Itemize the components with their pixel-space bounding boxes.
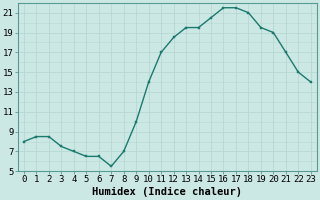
X-axis label: Humidex (Indice chaleur): Humidex (Indice chaleur) bbox=[92, 187, 242, 197]
